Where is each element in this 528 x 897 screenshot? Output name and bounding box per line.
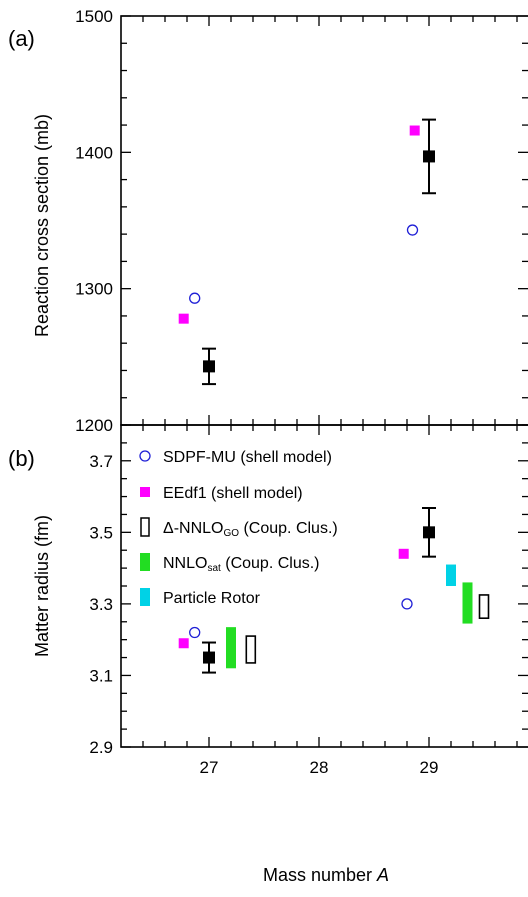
- y-tick-label: 1200: [75, 416, 113, 435]
- legend-label-main: Particle Rotor: [163, 590, 261, 607]
- range-bar: [226, 627, 236, 669]
- legend-label-suffix: (Coup. Clus.): [239, 520, 338, 537]
- data-point-experiment: [203, 651, 215, 664]
- range-bar-open: [245, 635, 257, 664]
- y-axis-label: Matter radius (fm): [32, 515, 52, 657]
- legend-label-main: SDPF-MU (shell model): [163, 449, 332, 466]
- data-point-experiment: [423, 526, 435, 539]
- legend-marker-circle: [139, 450, 151, 462]
- y-tick-label: 1500: [75, 7, 113, 26]
- legend-marker-bar: [140, 553, 150, 571]
- y-tick-label: 1300: [75, 280, 113, 299]
- legend-label: Particle Rotor: [163, 590, 261, 607]
- legend-label: Δ-NNLOGO (Coup. Clus.): [163, 520, 338, 539]
- legend-label: SDPF-MU (shell model): [163, 449, 332, 466]
- y-tick-label: 3.5: [89, 523, 113, 542]
- data-point-experiment: [203, 360, 215, 373]
- legend-label-subscript: GO: [223, 528, 239, 539]
- legend-label: NNLOsat (Coup. Clus.): [163, 555, 320, 574]
- legend-marker-bar: [140, 588, 150, 606]
- legend-label: EEdf1 (shell model): [163, 485, 303, 502]
- panel-a-reaction-cross-section: 1200 1300 1400 1500 (a) Reaction cross sectio…: [8, 7, 528, 435]
- data-point-experiment: [423, 150, 435, 163]
- range-bar: [462, 582, 473, 624]
- data-point-circle: [189, 626, 201, 639]
- data-point-square: [178, 313, 189, 324]
- y-tick-label: 3.7: [89, 452, 113, 471]
- y-tick-label: 3.1: [89, 666, 113, 685]
- panel-b-matter-radius: 2.9 3.1 3.3 3.5 3.7 (b) Matter radius (fm) 27 28…: [8, 424, 528, 885]
- data-point-square: [398, 548, 409, 559]
- panel-label: (b): [8, 446, 35, 471]
- data-point-circle: [189, 292, 201, 304]
- legend-marker-square: [140, 487, 150, 497]
- x-axis-label-symbol: A: [376, 865, 389, 885]
- data-point-circle: [406, 224, 419, 236]
- x-tick-label: 28: [310, 758, 329, 777]
- data-point-square: [409, 125, 420, 136]
- y-tick-label: 2.9: [89, 738, 113, 757]
- legend-marker-open-bar: [140, 517, 150, 537]
- y-tick-label: 1400: [75, 143, 113, 162]
- plot-frame: [120, 15, 528, 426]
- legend-label-main: EEdf1 (shell model): [163, 485, 303, 502]
- x-axis-label-text: Mass number: [263, 865, 377, 885]
- data-point-square: [178, 638, 189, 649]
- data-point-circle: [401, 598, 413, 610]
- legend-label-main: Δ-NNLO: [163, 520, 223, 537]
- x-tick-label: 29: [420, 758, 439, 777]
- range-bar: [446, 564, 456, 586]
- legend-label-subscript: sat: [207, 563, 221, 574]
- range-bar-open: [478, 594, 490, 620]
- x-axis-label: Mass number A: [263, 865, 389, 885]
- y-axis-label: Reaction cross section (mb): [32, 114, 52, 337]
- legend-label-main: NNLO: [163, 555, 207, 572]
- y-tick-label: 3.3: [89, 595, 113, 614]
- x-tick-label: 27: [200, 758, 219, 777]
- panel-label: (a): [8, 26, 35, 51]
- legend-label-suffix: (Coup. Clus.): [221, 555, 320, 572]
